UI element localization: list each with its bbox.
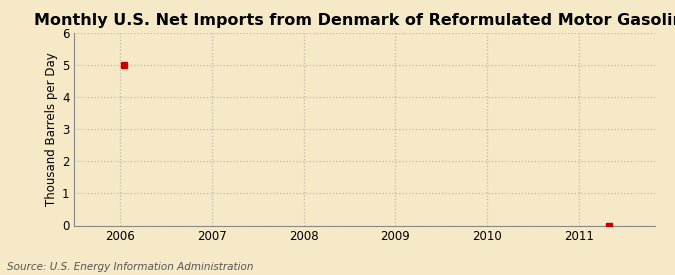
Title: Monthly U.S. Net Imports from Denmark of Reformulated Motor Gasoline: Monthly U.S. Net Imports from Denmark of… [34, 13, 675, 28]
Y-axis label: Thousand Barrels per Day: Thousand Barrels per Day [45, 52, 58, 206]
Text: Source: U.S. Energy Information Administration: Source: U.S. Energy Information Administ… [7, 262, 253, 272]
